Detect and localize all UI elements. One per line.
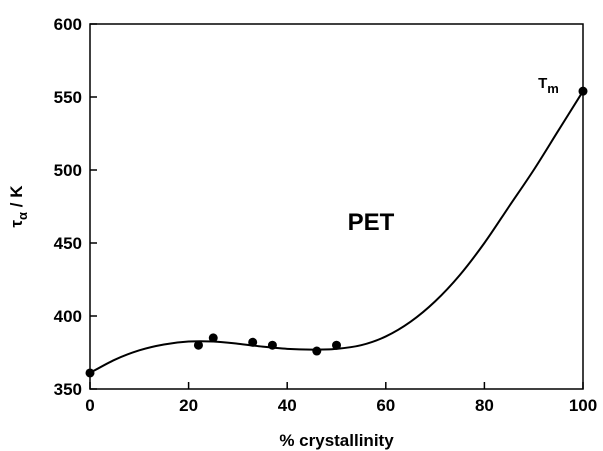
x-tick-label: 20 [179, 396, 198, 415]
x-axis-label: % crystallinity [279, 431, 394, 450]
plot-frame [89, 23, 584, 390]
plot-area-border [89, 23, 584, 390]
x-tick-label: 60 [376, 396, 395, 415]
data-point [267, 340, 277, 350]
data-point [578, 86, 588, 96]
data-points [85, 86, 588, 378]
annotation-tm: Tm [538, 75, 559, 96]
y-tick-label: 350 [54, 380, 82, 399]
y-axis-label: τα / K [7, 185, 30, 228]
fit-curve [89, 90, 584, 374]
annotation-pet: PET [348, 209, 395, 236]
y-tick-label: 400 [54, 307, 82, 326]
y-axis: 350 400 450 500 550 600 [54, 15, 97, 399]
data-point [312, 346, 322, 356]
data-point [208, 333, 218, 343]
x-tick-label: 40 [278, 396, 297, 415]
x-tick-label: 80 [475, 396, 494, 415]
data-point [193, 340, 203, 350]
y-tick-label: 550 [54, 88, 82, 107]
data-point [85, 368, 95, 378]
y-tick-label: 600 [54, 15, 82, 34]
data-point [248, 337, 258, 347]
y-tick-label: 450 [54, 234, 82, 253]
x-tick-label: 100 [569, 396, 597, 415]
data-point [332, 340, 341, 350]
y-tick-label: 500 [54, 161, 82, 180]
x-axis: 0 20 40 60 80 100 [85, 382, 597, 415]
x-tick-label: 0 [85, 396, 94, 415]
